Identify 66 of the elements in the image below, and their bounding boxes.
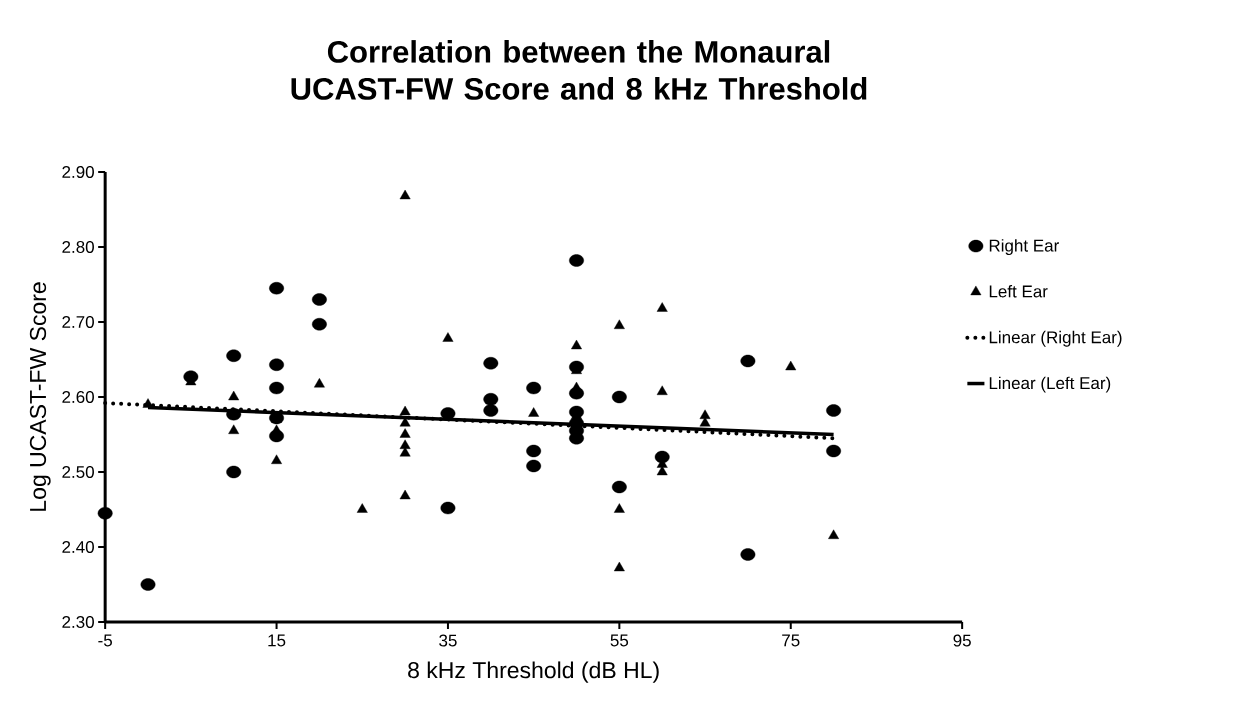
point <box>528 407 540 417</box>
point <box>526 444 542 458</box>
point <box>613 503 625 513</box>
point <box>269 381 284 395</box>
point <box>611 480 627 494</box>
point <box>399 428 411 438</box>
x-tick-label: 55 <box>610 634 629 647</box>
y-axis-title: Log UCAST-FW Score <box>29 282 51 511</box>
point <box>269 358 284 371</box>
legend-label: Linear (Left Ear) <box>989 376 1111 393</box>
point <box>740 354 756 368</box>
y-tick-label: 2.30 <box>62 615 94 629</box>
point <box>569 432 584 445</box>
chart-title: Correlation between the Monaural UCAST-FW Score and 8 kHz Threshold <box>291 40 867 100</box>
point <box>312 293 327 306</box>
x-tick-label: 95 <box>953 634 971 647</box>
x-tick-label: -5 <box>98 634 112 647</box>
point <box>399 447 411 457</box>
point <box>226 408 242 421</box>
x-tick-label: 15 <box>268 634 286 647</box>
point <box>656 385 668 395</box>
y-tick-label: 2.60 <box>62 390 94 404</box>
legend-label: Left Ear <box>989 285 1048 298</box>
point <box>269 282 284 295</box>
point <box>226 349 242 362</box>
point <box>785 360 797 371</box>
point <box>228 390 240 401</box>
point <box>740 548 756 561</box>
point <box>526 381 542 395</box>
point <box>97 507 113 520</box>
legend-label: Linear (Right Ear) <box>989 330 1122 347</box>
point <box>440 501 456 515</box>
x-tick-label: 35 <box>439 634 457 647</box>
point <box>399 405 411 416</box>
x-tick-label: 75 <box>782 634 800 647</box>
point <box>312 318 327 331</box>
y-tick-label: 2.90 <box>62 165 94 179</box>
point <box>228 424 240 434</box>
y-tick-label: 2.80 <box>62 240 94 254</box>
point <box>399 489 411 500</box>
point <box>483 404 499 417</box>
point <box>314 378 325 388</box>
point <box>828 529 839 539</box>
point <box>226 465 242 479</box>
point <box>699 417 711 427</box>
point <box>140 578 156 591</box>
point <box>399 189 411 200</box>
point <box>656 302 668 312</box>
point <box>271 454 282 464</box>
point <box>356 503 368 513</box>
x-axis-title: 8 kHz Threshold (dB HL) <box>408 661 659 683</box>
point <box>483 357 499 370</box>
y-tick-label: 2.50 <box>62 465 94 479</box>
point <box>440 407 456 420</box>
point <box>526 459 542 473</box>
legend-label: Right Ear <box>989 239 1059 256</box>
point <box>826 404 841 417</box>
y-tick-label: 2.70 <box>62 315 94 329</box>
point <box>613 319 625 329</box>
point <box>569 254 584 267</box>
point <box>442 332 454 342</box>
point <box>571 339 582 350</box>
point <box>826 444 841 458</box>
point <box>613 561 625 572</box>
y-tick-label: 2.40 <box>62 540 94 554</box>
point <box>611 390 627 404</box>
